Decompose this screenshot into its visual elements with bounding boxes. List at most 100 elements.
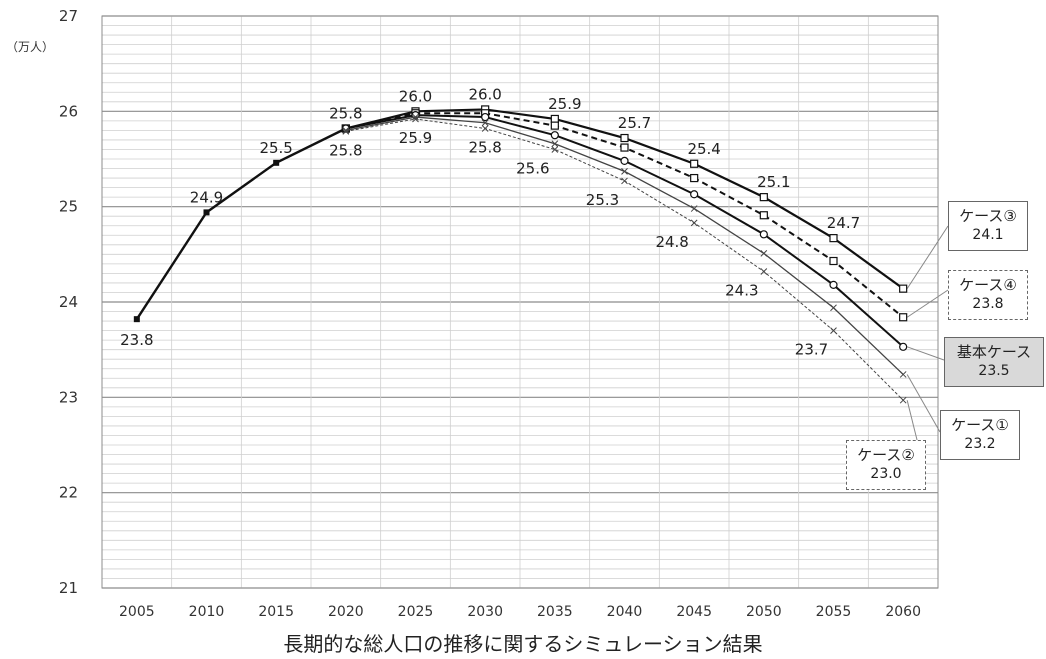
leader-line (906, 225, 949, 289)
data-point (550, 131, 559, 140)
data-point (481, 112, 490, 122)
x-tick-label: 2035 (537, 604, 573, 620)
data-point (759, 211, 768, 220)
data-label-upper: 23.8 (120, 331, 153, 349)
data-point (550, 114, 559, 124)
legend-name-case2: ケース② (857, 446, 915, 464)
data-label-lower: 25.3 (586, 191, 619, 209)
legend-box-base-case: 基本ケース 23.5 (944, 337, 1044, 387)
data-point (760, 268, 768, 275)
data-point (620, 156, 629, 166)
data-point (412, 115, 419, 123)
data-point (759, 193, 768, 202)
data-label-upper: 26.0 (468, 85, 501, 103)
legend-box-case4: ケース④ 23.8 (948, 270, 1028, 320)
y-tick-label: 21 (59, 579, 78, 597)
legend-value-case1: 23.2 (964, 436, 996, 452)
x-tick-label: 2045 (676, 604, 712, 620)
data-point (690, 190, 699, 199)
data-point-history (273, 159, 280, 166)
x-tick-label: 2005 (119, 604, 155, 620)
x-tick-label: 2020 (328, 604, 364, 620)
data-label-upper: 25.8 (329, 104, 362, 122)
x-tick-label: 2055 (816, 604, 852, 620)
data-point (690, 159, 699, 168)
data-point (759, 230, 768, 239)
data-point (899, 371, 907, 378)
leader-lines (906, 225, 949, 461)
x-tick-label: 2060 (885, 604, 921, 620)
leader-line (906, 346, 945, 361)
data-label-upper: 25.1 (757, 173, 790, 191)
data-label-lower: 25.9 (399, 129, 432, 147)
legend-name-case1: ケース① (951, 416, 1009, 434)
data-point (481, 125, 489, 132)
legend-box-case3: ケース③ 24.1 (948, 201, 1028, 251)
data-label-lower: 23.7 (795, 341, 828, 359)
data-point (342, 127, 350, 134)
data-label-upper: 24.7 (827, 214, 860, 232)
data-point (829, 234, 838, 243)
legend-box-case2: ケース② 23.0 (846, 440, 926, 490)
data-point (899, 396, 907, 404)
data-point (620, 143, 629, 152)
leader-line (906, 374, 941, 433)
legend-box-case1: ケース① 23.2 (940, 410, 1020, 460)
data-point (899, 284, 908, 293)
data-point (620, 133, 629, 143)
y-tick-label: 22 (59, 484, 78, 502)
y-tick-label: 27 (59, 7, 78, 25)
data-label-lower: 25.6 (516, 159, 549, 177)
data-point (829, 256, 838, 266)
data-label-lower: 25.8 (329, 141, 362, 159)
data-label-lower: 24.8 (655, 233, 688, 251)
data-labels: 23.8 24.9 25.5 25.8 26.0 26.0 25.9 25.7 25.4 25.1… (120, 85, 860, 358)
data-point-history (133, 316, 140, 323)
data-point (690, 205, 698, 212)
y-tick-label: 26 (59, 102, 78, 120)
data-point (760, 250, 768, 257)
data-point (829, 280, 838, 289)
data-label-upper: 25.9 (548, 95, 581, 113)
data-label-upper: 25.5 (259, 139, 292, 157)
y-tick-label: 24 (59, 293, 78, 311)
y-tick-label: 25 (59, 198, 78, 216)
x-tick-label: 2015 (258, 604, 294, 620)
legend-value-base-case: 23.5 (978, 363, 1010, 379)
legend-value-case4: 23.8 (972, 296, 1004, 312)
y-tick-label: 23 (59, 388, 78, 406)
data-label-lower: 24.3 (725, 281, 758, 299)
x-tick-label: 2050 (746, 604, 782, 620)
x-tick-label: 2030 (467, 604, 503, 620)
data-label-upper: 26.0 (399, 87, 432, 105)
data-point (690, 173, 699, 183)
data-point (830, 304, 837, 312)
data-label-upper: 24.9 (190, 188, 223, 206)
data-point (899, 342, 908, 351)
data-point (830, 327, 837, 334)
y-axis-ticks: 21 22 23 24 25 26 27 (59, 7, 78, 597)
chart-title: 長期的な総人口の推移に関するシミュレーション結果 (283, 632, 763, 656)
legend-name-case4: ケース④ (959, 276, 1017, 294)
data-label-upper: 25.7 (618, 114, 651, 132)
legend-value-case3: 24.1 (972, 227, 1004, 243)
x-axis-ticks: 2005 2010 2015 2020 2025 2030 2035 2040 2045 2050… (119, 604, 921, 620)
series-line-history (135, 127, 347, 320)
y-axis-label: （万人） (6, 40, 55, 54)
data-point (551, 140, 559, 148)
legend-name-base-case: 基本ケース (956, 343, 1032, 361)
legend-value-case2: 23.0 (870, 466, 902, 482)
series-lines (133, 105, 908, 404)
x-tick-label: 2025 (398, 604, 434, 620)
data-label-upper: 25.4 (687, 140, 720, 158)
plot-frame (101, 15, 939, 589)
data-point (550, 121, 559, 130)
data-point (551, 146, 559, 153)
data-point (621, 168, 628, 175)
legend-name-case3: ケース③ (959, 207, 1017, 225)
series-line-3 (345, 116, 904, 375)
data-point (481, 119, 489, 127)
leader-line (906, 289, 949, 318)
x-tick-label: 2010 (189, 604, 225, 620)
